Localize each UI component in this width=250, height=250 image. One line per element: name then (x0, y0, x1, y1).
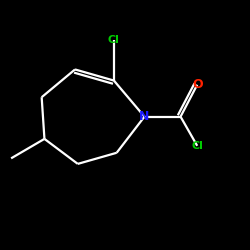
Text: Cl: Cl (191, 141, 203, 151)
Text: O: O (192, 78, 202, 91)
Text: N: N (139, 110, 150, 123)
Text: Cl: Cl (108, 35, 120, 45)
